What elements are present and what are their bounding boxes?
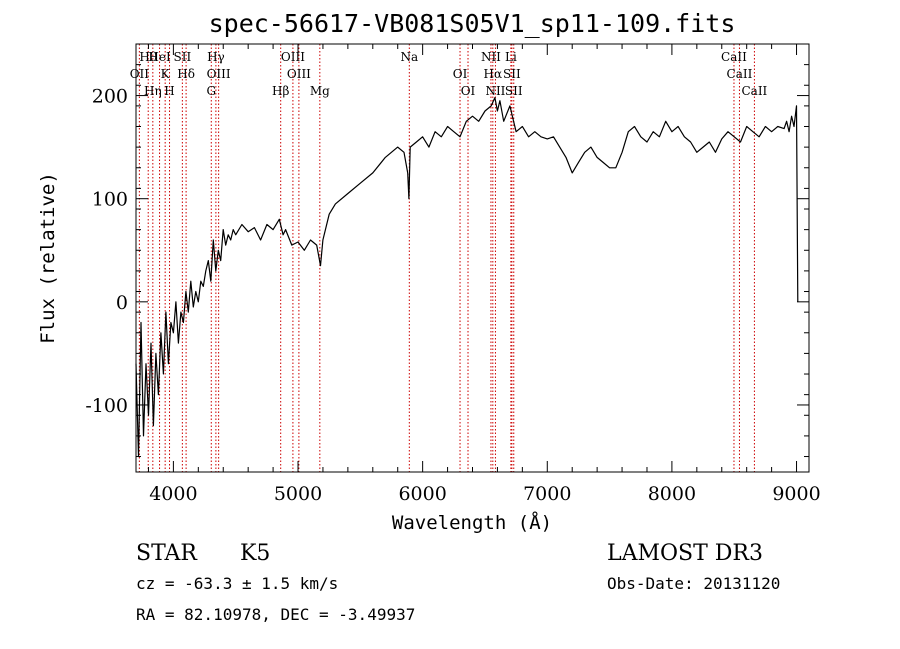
x-tick-label: 5000 — [274, 483, 322, 505]
y-axis-label: Flux (relative) — [37, 172, 59, 344]
spectral-line-label: G — [206, 84, 216, 98]
spectral-line-label: Mg — [310, 84, 330, 98]
spectral-line-label: Hη — [144, 84, 162, 98]
spectral-line-label: Hθ — [139, 50, 157, 64]
survey-name: LAMOST DR3 — [607, 541, 763, 566]
spectral-line-label: Hβ — [272, 84, 289, 98]
spectral-line-label: OII — [130, 67, 150, 81]
redshift-text: cz = -63.3 ± 1.5 km/s — [136, 574, 338, 593]
plot-frame — [135, 43, 810, 473]
y-tick-label: 0 — [116, 292, 128, 314]
spectral-line-markers — [138, 44, 755, 472]
spectral-line-label: OI — [453, 67, 468, 81]
spectral-line-label: CaII — [721, 50, 747, 64]
x-tick-label: 7000 — [523, 483, 571, 505]
x-tick-label: 4000 — [149, 483, 197, 505]
x-axis-ticks: 4000 5000 6000 7000 8000 9000 — [147, 44, 821, 505]
spectral-line-label: NII — [485, 84, 505, 98]
spectral-line-label: Li — [505, 50, 517, 64]
object-subclass: K5 — [240, 541, 270, 566]
spectrum-series-line — [135, 96, 799, 458]
coordinates-text: RA = 82.10978, DEC = -3.49937 — [136, 605, 415, 624]
y-tick-label: 200 — [92, 86, 128, 108]
spectral-line-label: SII — [503, 67, 521, 81]
spectral-line-label: CaII — [727, 67, 753, 81]
spectral-line-label: OIII — [281, 50, 305, 64]
object-class: STAR — [136, 541, 198, 566]
spectral-line-label: Na — [400, 50, 418, 64]
spectral-line-label: SII — [505, 84, 523, 98]
spectral-line-label: SII — [174, 50, 192, 64]
spectral-line-label: Hδ — [177, 67, 195, 81]
chart-title: spec-56617-VB081S05V1_sp11-109.fits — [209, 9, 736, 38]
spectral-line-label: CaII — [741, 84, 767, 98]
x-tick-label: 6000 — [398, 483, 446, 505]
spectral-line-label: OI — [461, 84, 476, 98]
spectral-line-label: Hα — [484, 67, 503, 81]
y-tick-label: 100 — [92, 189, 128, 211]
spectral-line-label: K — [161, 67, 171, 81]
spectral-line-label: OIII — [207, 67, 231, 81]
y-axis-ticks: -100 0 100 200 — [85, 43, 809, 458]
spectral-line-label: NII — [481, 50, 501, 64]
spectral-line-label: H — [164, 84, 174, 98]
spectral-line-label: HeI — [148, 50, 171, 64]
spectral-line-labels: Hθ OII Hη HeI KH SII Hδ G Hγ OIII Hβ OIII OIII Mg Na OI… — [130, 50, 768, 98]
spectral-line-label: Hγ — [207, 50, 225, 64]
y-tick-label: -100 — [85, 395, 128, 417]
spectral-line-label: OIII — [287, 67, 311, 81]
x-tick-label: 8000 — [648, 483, 696, 505]
x-tick-label: 9000 — [772, 483, 820, 505]
x-axis-label: Wavelength (Å) — [392, 511, 552, 534]
obs-date: Obs-Date: 20131120 — [607, 574, 780, 593]
